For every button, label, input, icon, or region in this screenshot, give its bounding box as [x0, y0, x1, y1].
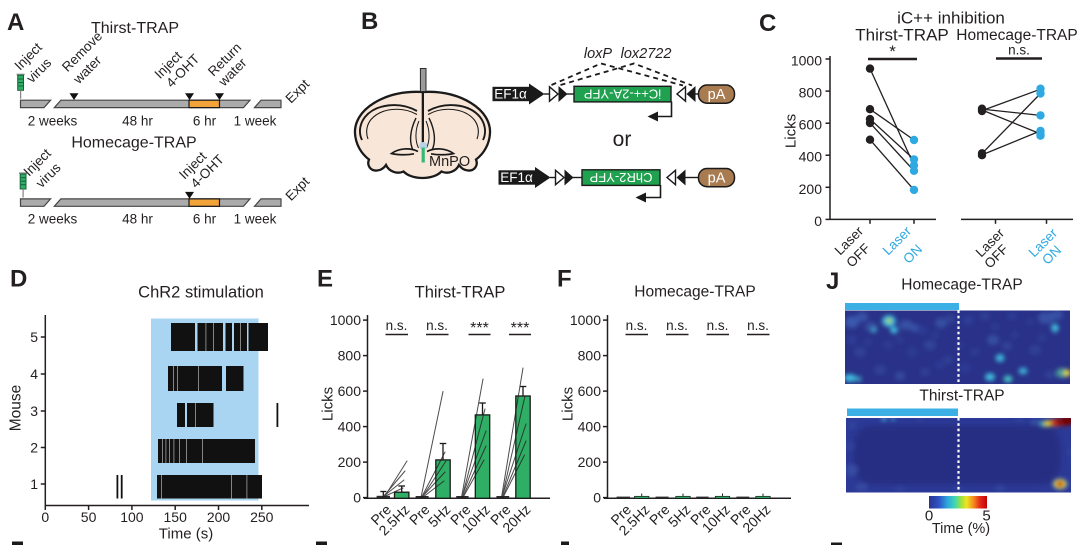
svg-text:Licks: Licks: [560, 387, 577, 421]
svg-text:n.s.: n.s.: [626, 318, 648, 333]
svg-text:48 hr: 48 hr: [122, 114, 153, 129]
svg-text:0: 0: [353, 490, 361, 506]
svg-text:Inject4-OHT: Inject4-OHT: [152, 41, 203, 92]
svg-text:J: J: [826, 268, 839, 295]
svg-text:2: 2: [30, 440, 38, 456]
svg-text:1000: 1000: [791, 53, 822, 69]
svg-text:EF1α: EF1α: [494, 86, 527, 101]
svg-text:5: 5: [982, 508, 990, 525]
svg-text:5: 5: [30, 329, 38, 345]
svg-text:F: F: [557, 266, 572, 293]
svg-text:Homecage-TRAP: Homecage-TRAP: [956, 27, 1077, 44]
svg-text:***: ***: [511, 320, 530, 337]
svg-text:600: 600: [799, 117, 823, 133]
svg-text:3: 3: [30, 403, 38, 419]
svg-text:800: 800: [799, 85, 823, 101]
svg-text:50: 50: [81, 509, 97, 525]
svg-text:MnPO: MnPO: [429, 154, 470, 170]
svg-text:Time (s): Time (s): [159, 526, 213, 543]
svg-text:400: 400: [799, 149, 823, 165]
svg-text:Thirst-TRAP: Thirst-TRAP: [919, 388, 1004, 405]
svg-text:pA: pA: [708, 171, 726, 187]
svg-text:Expt: Expt: [283, 174, 313, 204]
svg-text:ChR2-YFP: ChR2-YFP: [590, 170, 653, 185]
svg-text:E: E: [317, 266, 333, 293]
svg-text:lox2722: lox2722: [621, 46, 672, 62]
svg-text:***: ***: [470, 320, 489, 337]
svg-text:ON: ON: [900, 242, 925, 267]
svg-text:Injectvirus: Injectvirus: [21, 146, 67, 192]
svg-text:n.s.: n.s.: [707, 318, 729, 333]
svg-text:*: *: [889, 42, 896, 61]
svg-text:1: 1: [30, 476, 38, 492]
svg-text:2 weeks: 2 weeks: [28, 212, 78, 227]
svg-text:n.s.: n.s.: [386, 318, 408, 333]
svg-text:0: 0: [593, 490, 601, 506]
svg-text:150: 150: [164, 509, 188, 525]
svg-text:Homecage-TRAP: Homecage-TRAP: [71, 135, 196, 152]
svg-text:600: 600: [578, 383, 602, 399]
svg-text:Homecage-TRAP: Homecage-TRAP: [634, 284, 755, 301]
svg-text:iC++-2A-YFP: iC++-2A-YFP: [584, 87, 661, 102]
svg-text:250: 250: [250, 509, 274, 525]
svg-text:100: 100: [120, 509, 144, 525]
svg-text:A: A: [7, 9, 24, 36]
svg-text:1 week: 1 week: [234, 212, 277, 227]
svg-text:B: B: [361, 8, 378, 35]
svg-text:C: C: [759, 10, 776, 37]
svg-text:1 week: 1 week: [234, 114, 277, 129]
svg-text:Returnwater: Returnwater: [205, 40, 255, 90]
svg-text:iC++ inhibition: iC++ inhibition: [897, 9, 1005, 28]
svg-text:n.s.: n.s.: [666, 318, 688, 333]
svg-text:200: 200: [799, 181, 823, 197]
svg-text:Licks: Licks: [783, 114, 800, 148]
svg-text:n.s.: n.s.: [1008, 43, 1030, 58]
svg-text:800: 800: [578, 348, 602, 364]
svg-text:Expt: Expt: [283, 76, 313, 106]
svg-text:200: 200: [207, 509, 231, 525]
svg-text:0: 0: [41, 509, 49, 525]
svg-text:800: 800: [338, 348, 362, 364]
svg-text:Thirst-TRAP: Thirst-TRAP: [91, 20, 179, 37]
svg-text:EF1α: EF1α: [500, 170, 533, 185]
svg-text:Thirst-TRAP: Thirst-TRAP: [415, 284, 506, 302]
svg-text:or: or: [613, 128, 632, 151]
svg-text:4: 4: [30, 366, 38, 382]
svg-text:Mouse: Mouse: [8, 385, 25, 432]
svg-text:ChR2 stimulation: ChR2 stimulation: [138, 284, 264, 302]
svg-text:6 hr: 6 hr: [193, 114, 217, 129]
svg-text:Thirst-TRAP: Thirst-TRAP: [855, 26, 949, 45]
svg-text:48 hr: 48 hr: [122, 212, 153, 227]
svg-text:200: 200: [338, 454, 362, 470]
svg-text:1000: 1000: [330, 312, 361, 328]
svg-text:D: D: [10, 266, 27, 293]
svg-text:n.s.: n.s.: [747, 318, 769, 333]
svg-text:600: 600: [338, 383, 362, 399]
svg-text:400: 400: [338, 419, 362, 435]
svg-text:1000: 1000: [570, 312, 601, 328]
svg-text:pA: pA: [708, 87, 726, 103]
svg-text:0: 0: [925, 508, 933, 525]
svg-text:Time (%): Time (%): [932, 521, 990, 537]
svg-text:loxP: loxP: [584, 46, 613, 62]
svg-text:6 hr: 6 hr: [193, 212, 217, 227]
svg-text:Removewater: Removewater: [58, 28, 117, 87]
svg-text:2 weeks: 2 weeks: [28, 114, 78, 129]
svg-text:Homecage-TRAP: Homecage-TRAP: [901, 277, 1022, 294]
svg-text:200: 200: [578, 454, 602, 470]
svg-text:400: 400: [578, 419, 602, 435]
svg-text:Licks: Licks: [320, 387, 337, 421]
svg-text:0: 0: [814, 213, 822, 229]
svg-text:n.s.: n.s.: [426, 318, 448, 333]
